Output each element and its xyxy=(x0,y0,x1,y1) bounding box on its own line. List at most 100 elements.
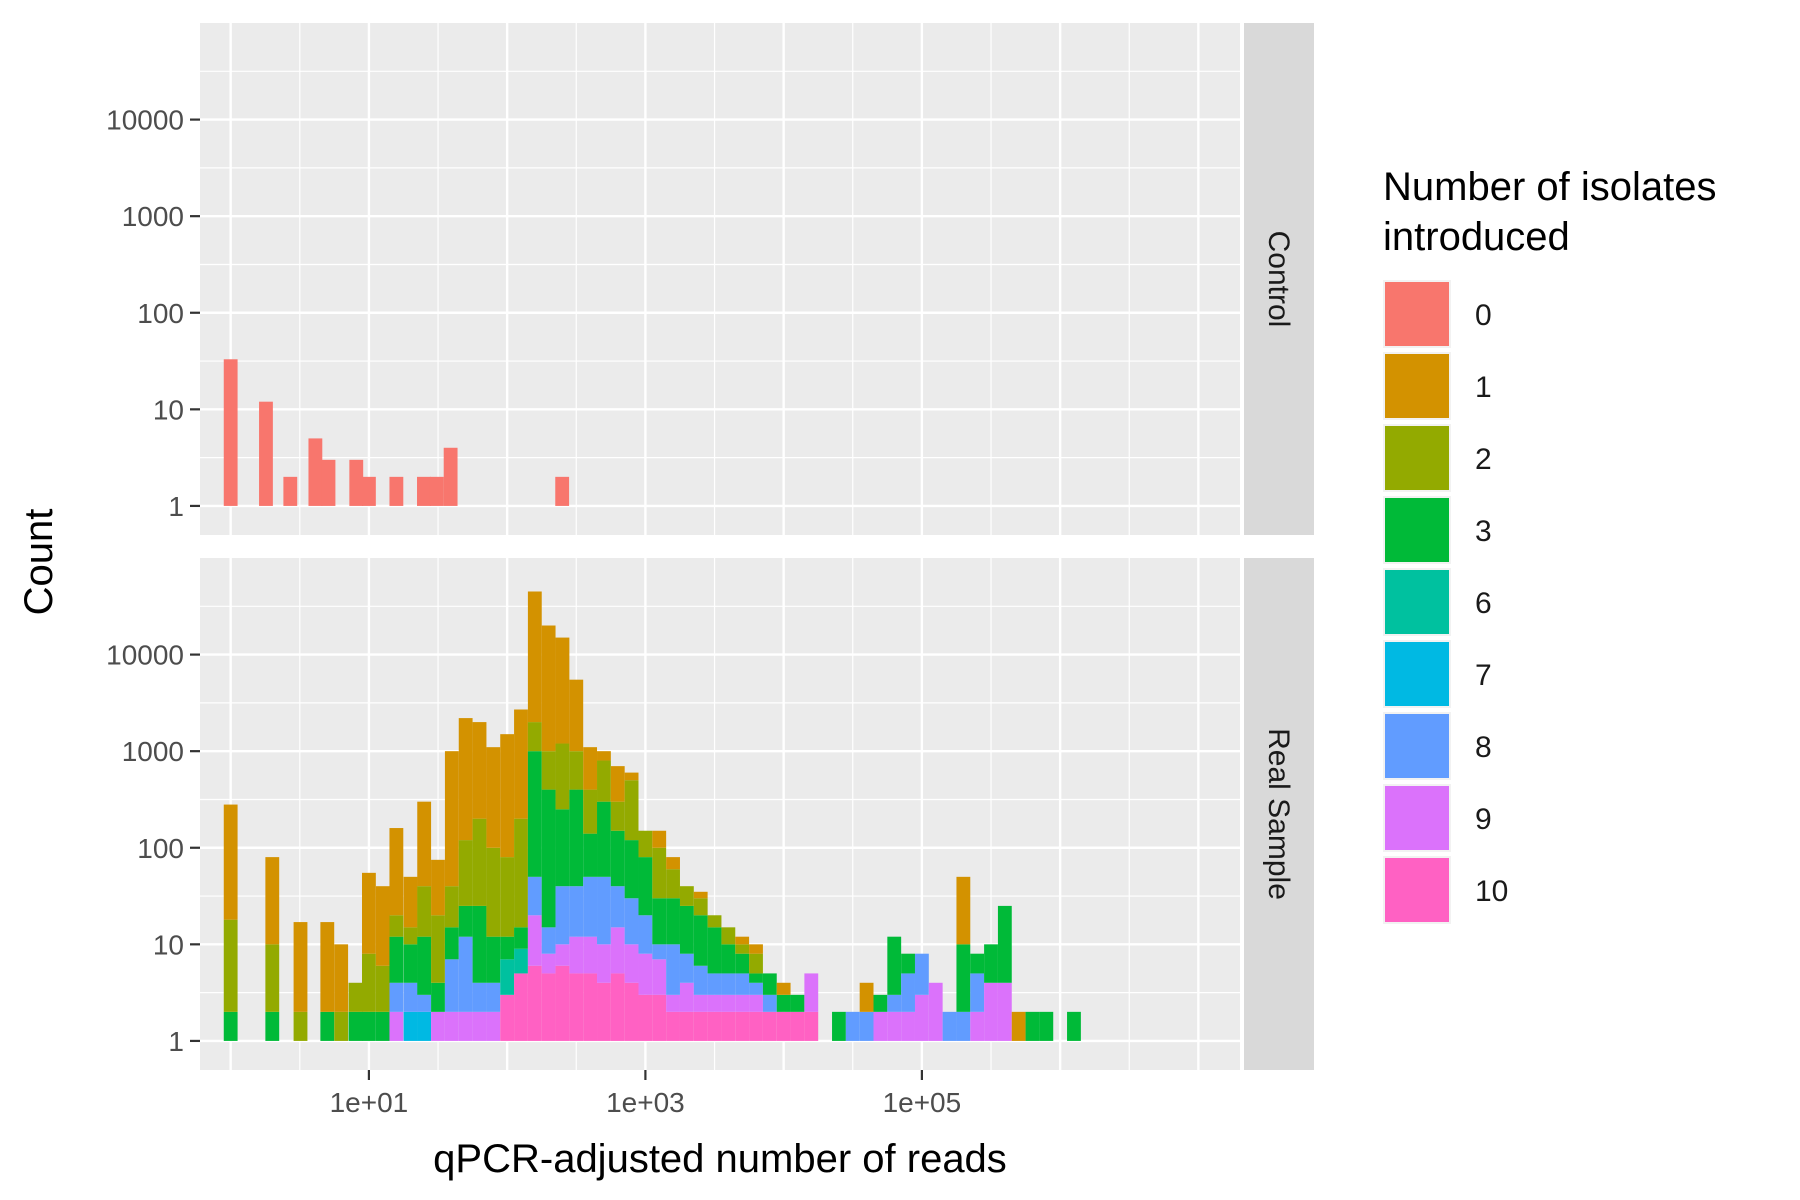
histogram-bar-segment xyxy=(776,994,791,1012)
histogram-bar-segment xyxy=(569,789,584,887)
histogram-bar-segment xyxy=(472,722,487,819)
histogram-bar-segment xyxy=(349,459,364,506)
histogram-bar-segment xyxy=(472,982,487,1012)
histogram-bar-segment xyxy=(597,982,611,1041)
histogram-bar-segment xyxy=(928,982,943,1041)
histogram-bar-segment xyxy=(293,922,308,1012)
histogram-bar-segment xyxy=(597,751,611,761)
legend-item: 0 xyxy=(1383,280,1492,348)
histogram-bar-segment xyxy=(693,891,708,899)
histogram-bar-segment xyxy=(555,743,570,810)
histogram-bar-segment xyxy=(721,927,736,945)
legend-swatch xyxy=(1385,354,1449,418)
histogram-bar-segment xyxy=(984,944,998,983)
y-tick-label: 10 xyxy=(153,929,184,960)
histogram-bar-segment xyxy=(348,982,363,1012)
histogram-bar-segment xyxy=(610,886,625,928)
histogram-bar-segment xyxy=(458,905,473,937)
histogram-bar-segment xyxy=(541,625,556,752)
legend-swatch xyxy=(1385,786,1449,850)
histogram-bar-segment xyxy=(707,927,722,974)
x-tick-label: 1e+01 xyxy=(330,1087,409,1118)
histogram-bar-segment xyxy=(541,973,556,1041)
histogram-bar-segment xyxy=(362,1011,376,1041)
histogram-bar-segment xyxy=(804,973,819,1012)
histogram-bar-segment xyxy=(735,936,750,945)
x-tick-label: 1e+03 xyxy=(606,1087,685,1118)
y-tick-label: 1000 xyxy=(122,736,184,767)
histogram-bar-segment xyxy=(956,1011,971,1041)
histogram-bar-segment xyxy=(776,1011,791,1041)
histogram-bar-segment xyxy=(389,982,404,1012)
facet-panel-0: 1 10 100 1000 10000 Control xyxy=(106,23,1314,535)
histogram-bar-segment xyxy=(707,994,722,1012)
legend-label: 7 xyxy=(1475,659,1492,692)
x-tick-label: 1e+05 xyxy=(883,1087,962,1118)
histogram-bar-segment xyxy=(652,944,667,960)
histogram-bar-segment xyxy=(721,973,736,995)
histogram-bar-segment xyxy=(403,944,418,983)
histogram-bar-segment xyxy=(444,927,459,960)
histogram-bar-segment xyxy=(444,1011,459,1041)
histogram-bar-segment xyxy=(693,1011,708,1041)
histogram-bar-segment xyxy=(403,982,418,1012)
bars xyxy=(223,591,1081,1041)
x-axis: 1e+01 1e+03 1e+05 xyxy=(330,1070,962,1118)
histogram-bar-segment xyxy=(403,927,418,945)
histogram-bar-segment xyxy=(652,847,667,899)
histogram-bar-segment xyxy=(486,847,501,937)
legend-item: 8 xyxy=(1383,712,1492,780)
y-tick-label: 100 xyxy=(137,833,184,864)
histogram-bar-segment xyxy=(887,994,902,1012)
histogram-bar-segment xyxy=(652,898,667,945)
histogram-bar-segment xyxy=(790,994,805,1012)
histogram-bar-segment xyxy=(348,1011,363,1041)
histogram-bar-segment xyxy=(845,1011,860,1041)
histogram-bar-segment xyxy=(417,1011,432,1041)
histogram-bar-segment xyxy=(417,994,432,1012)
histogram-bar-segment xyxy=(914,994,929,1041)
histogram-bar-segment xyxy=(514,927,528,949)
histogram-bar-segment xyxy=(624,840,639,899)
histogram-bar-segment xyxy=(472,1011,487,1041)
histogram-bar-segment xyxy=(901,1011,915,1041)
legend-swatch xyxy=(1385,282,1449,346)
histogram-bar-segment xyxy=(500,734,515,858)
histogram-bar-segment xyxy=(555,476,570,506)
facet-strip xyxy=(1244,558,1314,1070)
histogram-bar-segment xyxy=(707,915,722,928)
histogram-bar-segment xyxy=(624,898,639,945)
histogram-bar-segment xyxy=(431,859,445,916)
y-axis-title: Count xyxy=(17,509,61,616)
histogram-bar-segment xyxy=(707,973,722,995)
legend-item: 10 xyxy=(1383,856,1508,924)
histogram-bar-segment xyxy=(610,801,625,831)
histogram-bar-segment xyxy=(569,936,584,974)
histogram-bar-segment xyxy=(624,780,639,841)
y-tick-label: 100 xyxy=(137,298,184,329)
histogram-bar-segment xyxy=(942,1011,957,1041)
histogram-bar-segment xyxy=(527,876,542,916)
legend-title-line-1: Number of isolates xyxy=(1383,165,1716,209)
histogram-bar-segment xyxy=(362,476,376,506)
x-axis-title: qPCR-adjusted number of reads xyxy=(433,1137,1007,1181)
histogram-bar-segment xyxy=(721,944,736,974)
histogram-bar-segment xyxy=(679,1011,694,1041)
histogram-bar-segment xyxy=(458,718,473,841)
histogram-bar-segment xyxy=(749,953,763,974)
y-tick-label: 10000 xyxy=(106,105,184,136)
histogram-bar-segment xyxy=(417,886,432,937)
y-tick-label: 1000 xyxy=(122,201,184,232)
histogram-bar-segment xyxy=(762,973,777,995)
histogram-bar-segment xyxy=(597,944,611,983)
histogram-bar-segment xyxy=(472,818,487,906)
histogram-bar-segment xyxy=(901,953,915,974)
histogram-bar-segment xyxy=(666,1011,680,1041)
histogram-bar-segment xyxy=(887,936,902,995)
histogram-bar-segment xyxy=(749,982,763,995)
histogram-bar-segment xyxy=(444,751,459,887)
histogram-bar-segment xyxy=(417,801,432,887)
histogram-bar-segment xyxy=(472,905,487,983)
histogram-bar-segment xyxy=(1039,1011,1054,1041)
histogram-bar-segment xyxy=(873,1011,888,1041)
